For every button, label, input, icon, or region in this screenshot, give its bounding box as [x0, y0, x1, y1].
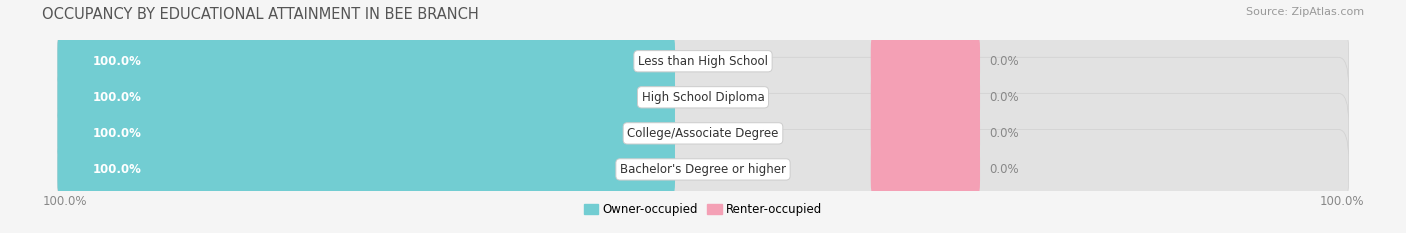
Text: 100.0%: 100.0%	[42, 195, 87, 208]
FancyBboxPatch shape	[58, 57, 675, 137]
Text: 100.0%: 100.0%	[1319, 195, 1364, 208]
FancyBboxPatch shape	[870, 93, 980, 173]
FancyBboxPatch shape	[58, 129, 1348, 209]
Text: 0.0%: 0.0%	[988, 55, 1018, 68]
FancyBboxPatch shape	[58, 129, 675, 209]
Text: 100.0%: 100.0%	[93, 55, 142, 68]
Text: High School Diploma: High School Diploma	[641, 91, 765, 104]
Text: 0.0%: 0.0%	[988, 91, 1018, 104]
Text: Source: ZipAtlas.com: Source: ZipAtlas.com	[1246, 7, 1364, 17]
FancyBboxPatch shape	[58, 21, 675, 101]
FancyBboxPatch shape	[870, 129, 980, 209]
FancyBboxPatch shape	[870, 57, 980, 137]
Text: 0.0%: 0.0%	[988, 163, 1018, 176]
Text: 0.0%: 0.0%	[988, 127, 1018, 140]
Text: 100.0%: 100.0%	[93, 127, 142, 140]
Text: 100.0%: 100.0%	[93, 91, 142, 104]
FancyBboxPatch shape	[58, 93, 1348, 173]
Text: Bachelor's Degree or higher: Bachelor's Degree or higher	[620, 163, 786, 176]
FancyBboxPatch shape	[58, 21, 1348, 101]
FancyBboxPatch shape	[58, 93, 675, 173]
Text: Less than High School: Less than High School	[638, 55, 768, 68]
Text: OCCUPANCY BY EDUCATIONAL ATTAINMENT IN BEE BRANCH: OCCUPANCY BY EDUCATIONAL ATTAINMENT IN B…	[42, 7, 479, 22]
Text: 100.0%: 100.0%	[93, 163, 142, 176]
Legend: Owner-occupied, Renter-occupied: Owner-occupied, Renter-occupied	[583, 203, 823, 216]
FancyBboxPatch shape	[58, 57, 1348, 137]
FancyBboxPatch shape	[870, 21, 980, 101]
Text: College/Associate Degree: College/Associate Degree	[627, 127, 779, 140]
